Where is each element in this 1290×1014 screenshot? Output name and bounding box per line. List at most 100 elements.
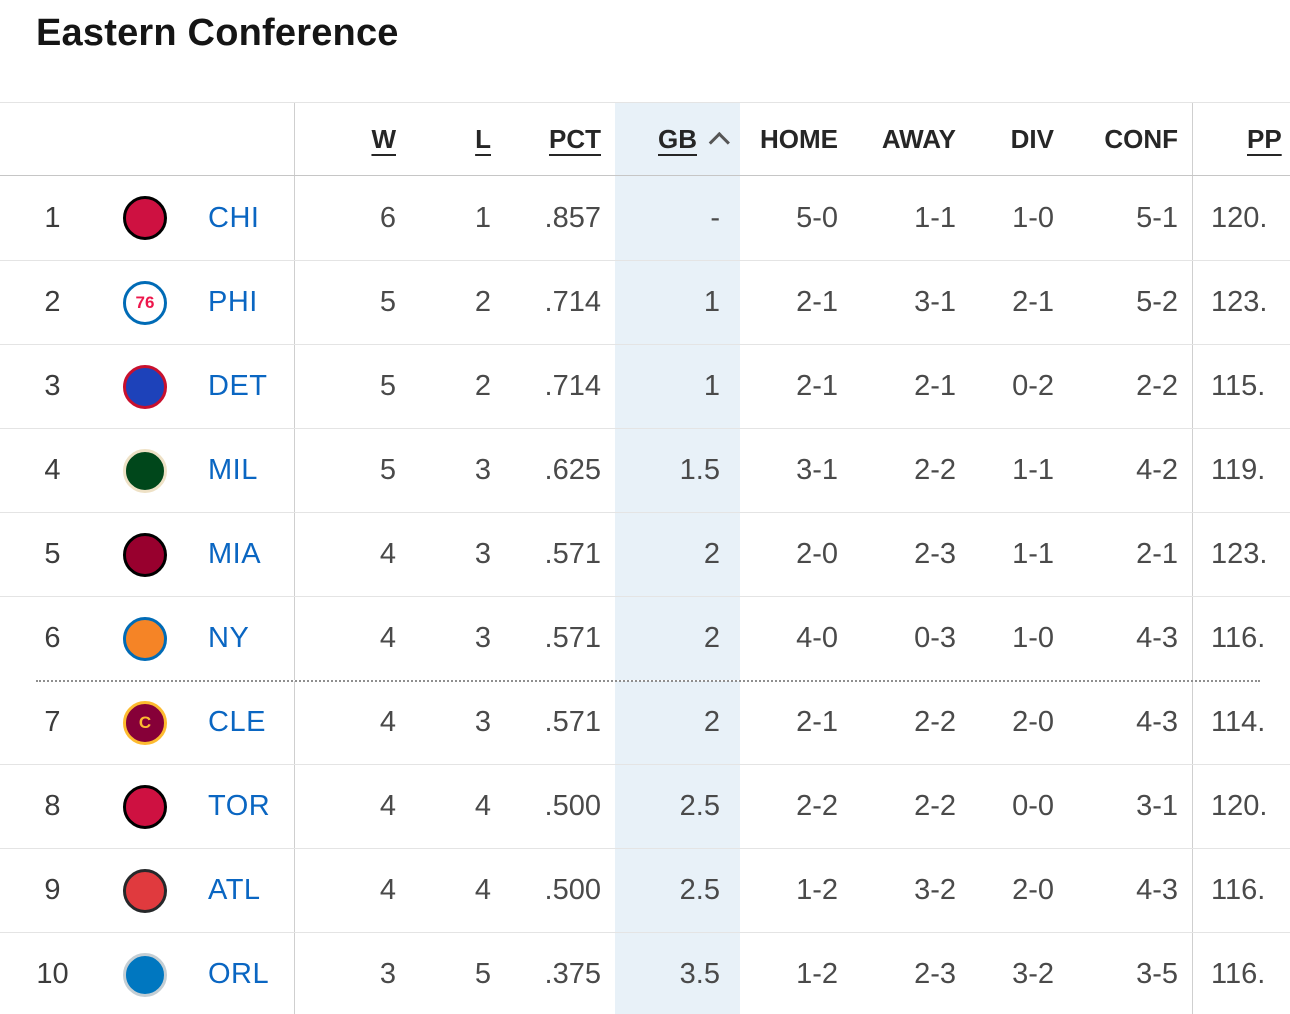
points-per-game-value: 120.: [1192, 176, 1290, 260]
wins-value: 4: [379, 622, 396, 654]
team-logo-chi-icon[interactable]: [123, 196, 167, 240]
wins-value: 4: [379, 790, 396, 822]
points-per-game-value: 116.: [1192, 597, 1290, 680]
games-back-value: 3.5: [615, 933, 740, 1014]
team-link[interactable]: MIA: [208, 538, 262, 570]
wins-value: 4: [379, 538, 396, 570]
header-gb[interactable]: GB: [615, 103, 740, 175]
header-wins[interactable]: W: [295, 103, 410, 175]
div-record-value: 0-0: [1012, 790, 1054, 822]
table-row: 1 CHI 6 1 .857 - 5-0 1-1 1-0 5-1 120.: [0, 176, 1290, 260]
header-away-label[interactable]: AWAY: [881, 123, 956, 154]
header-conf-label[interactable]: CONF: [1104, 123, 1178, 154]
header-losses-label[interactable]: L: [475, 123, 491, 154]
rank: 2: [44, 286, 61, 318]
pct-value: .571: [544, 622, 601, 654]
logo-cell: [105, 765, 185, 848]
team-cell: TOR: [185, 765, 295, 848]
table-row: 6 NY 4 3 .571 2 4-0 0-3 1-0 4-3 116.: [0, 596, 1290, 680]
rank: 3: [44, 370, 61, 402]
header-pct[interactable]: PCT: [505, 103, 615, 175]
home-record-value: 2-1: [796, 286, 838, 318]
pct-value: .714: [544, 370, 601, 402]
div-record-value: 2-0: [1012, 874, 1054, 906]
rank: 4: [44, 454, 61, 486]
home-record-value: 2-2: [796, 790, 838, 822]
losses-value: 3: [474, 706, 491, 738]
header-gb-label[interactable]: GB: [658, 123, 697, 154]
away-record-value: 3-2: [914, 874, 956, 906]
team-link[interactable]: TOR: [208, 790, 271, 822]
header-away[interactable]: AWAY: [852, 103, 970, 175]
table-row: 4 MIL 5 3 .625 1.5 3-1 2-2 1-1 4-2 119.: [0, 428, 1290, 512]
team-link[interactable]: MIL: [208, 454, 258, 486]
wins-value: 5: [379, 286, 396, 318]
logo-cell: [105, 933, 185, 1014]
team-logo-phi-icon[interactable]: 76: [123, 280, 167, 325]
team-link[interactable]: NY: [208, 622, 250, 654]
away-record-value: 2-2: [914, 454, 956, 486]
team-logo-atl-icon[interactable]: [123, 868, 167, 913]
wins-value: 5: [379, 454, 396, 486]
header-conf[interactable]: CONF: [1068, 103, 1192, 175]
team-logo-mia-icon[interactable]: [123, 532, 167, 577]
team-logo-orl-icon[interactable]: [123, 952, 167, 997]
header-div-label[interactable]: DIV: [1010, 123, 1054, 154]
rank: 5: [44, 538, 61, 570]
div-record-value: 2-1: [1012, 286, 1054, 318]
team-logo-cle-icon[interactable]: C: [123, 700, 167, 745]
team-logo-ny-icon[interactable]: [123, 616, 167, 661]
conf-record-value: 3-5: [1136, 958, 1178, 990]
points-per-game-value: 119.: [1192, 429, 1290, 512]
div-record-value: 2-0: [1012, 706, 1054, 738]
away-record-value: 1-1: [914, 201, 956, 234]
losses-value: 2: [474, 286, 491, 318]
header-wins-label[interactable]: W: [371, 123, 396, 154]
table-row: 7 C CLE 4 3 .571 2 2-1 2-2 2-0 4-3 114.: [0, 680, 1290, 764]
team-logo-det-icon[interactable]: [123, 364, 167, 409]
logo-cell: [105, 345, 185, 428]
table-row: 10 ORL 3 5 .375 3.5 1-2 2-3 3-2 3-5 116.: [0, 932, 1290, 1014]
logo-cell: [105, 597, 185, 680]
away-record-value: 2-3: [914, 538, 956, 570]
team-link[interactable]: DET: [208, 370, 268, 402]
header-home-label[interactable]: HOME: [760, 123, 838, 154]
home-record-value: 1-2: [796, 958, 838, 990]
team-link[interactable]: CHI: [208, 201, 260, 234]
header-home[interactable]: HOME: [740, 103, 852, 175]
home-record-value: 4-0: [796, 622, 838, 654]
header-pct-label[interactable]: PCT: [549, 123, 601, 154]
team-logo-mil-icon[interactable]: [123, 448, 167, 493]
team-logo-tor-icon[interactable]: [123, 784, 167, 829]
team-link[interactable]: PHI: [208, 286, 258, 318]
losses-value: 3: [474, 454, 491, 486]
header-pp-label[interactable]: PP: [1247, 123, 1282, 154]
header-div[interactable]: DIV: [970, 103, 1068, 175]
rank: 8: [44, 790, 61, 822]
conf-record-value: 4-3: [1136, 622, 1178, 654]
div-record-value: 1-1: [1012, 538, 1054, 570]
team-link[interactable]: ATL: [208, 874, 261, 906]
team-link[interactable]: CLE: [208, 706, 266, 738]
table-row: 3 DET 5 2 .714 1 2-1 2-1 0-2 2-2 115.: [0, 344, 1290, 428]
games-back-value: 2.5: [615, 849, 740, 932]
wins-value: 4: [379, 874, 396, 906]
table-row: 9 ATL 4 4 .500 2.5 1-2 3-2 2-0 4-3 116.: [0, 848, 1290, 932]
points-per-game-value: 120.: [1192, 765, 1290, 848]
wins-value: 6: [379, 201, 396, 234]
team-cell: ATL: [185, 849, 295, 932]
team-link[interactable]: ORL: [208, 958, 270, 990]
losses-value: 5: [474, 958, 491, 990]
losses-value: 3: [474, 622, 491, 654]
logo-cell: [105, 513, 185, 596]
games-back-value: 1: [615, 345, 740, 428]
div-record-value: 1-1: [1012, 454, 1054, 486]
div-record-value: 1-0: [1012, 622, 1054, 654]
games-back-value: 1: [615, 261, 740, 344]
conf-record-value: 5-1: [1136, 201, 1178, 234]
header-pp[interactable]: PP: [1192, 103, 1290, 175]
title-bar: Eastern Conference: [0, 12, 1290, 102]
header-losses[interactable]: L: [410, 103, 505, 175]
logo-cell: C: [105, 681, 185, 764]
losses-value: 2: [474, 370, 491, 402]
